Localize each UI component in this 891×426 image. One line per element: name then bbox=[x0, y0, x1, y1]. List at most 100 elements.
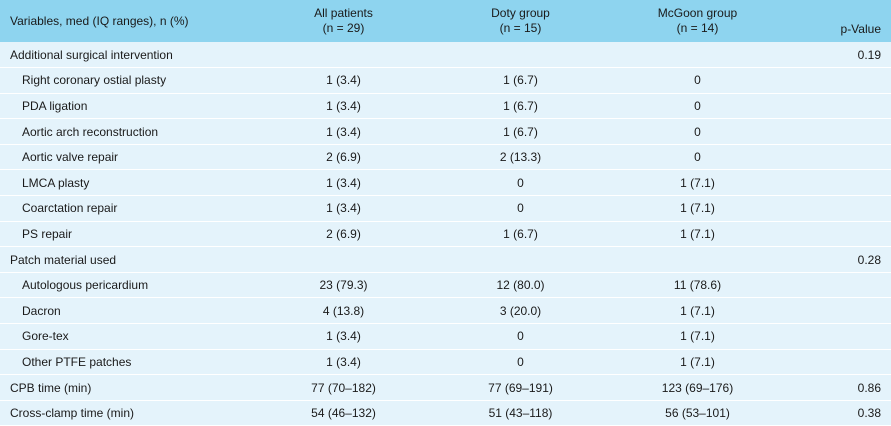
table-row: CPB time (min) 77 (70–182) 77 (69–191) 123 … bbox=[0, 375, 891, 401]
cell-pvalue bbox=[786, 324, 891, 350]
row-label: Right coronary ostial plasty bbox=[22, 73, 167, 88]
cell-pvalue bbox=[786, 196, 891, 222]
cell-pvalue bbox=[786, 144, 891, 170]
table-row: LMCA plasty 1 (3.4) 0 1 (7.1) bbox=[0, 170, 891, 196]
table-row: Aortic valve repair 2 (6.9) 2 (13.3) 0 bbox=[0, 144, 891, 170]
table-row: Cross-clamp time (min) 54 (46–132) 51 (43–… bbox=[0, 400, 891, 426]
cell-mcgoon: 0 bbox=[694, 150, 701, 165]
cell-doty: 1 (6.7) bbox=[503, 124, 538, 139]
cell-pvalue: 0.19 bbox=[857, 47, 881, 62]
cell-mcgoon: 1 (7.1) bbox=[680, 226, 715, 241]
cell-pvalue: 0.28 bbox=[857, 252, 881, 267]
cell-doty: 51 (43–118) bbox=[488, 406, 553, 421]
cell-doty: 2 (13.3) bbox=[499, 150, 542, 165]
cell-all-patients: 1 (3.4) bbox=[326, 98, 361, 113]
cell-all-patients: 1 (3.4) bbox=[326, 354, 361, 369]
table-row: Gore-tex 1 (3.4) 0 1 (7.1) bbox=[0, 324, 891, 350]
cell-doty: 1 (6.7) bbox=[503, 73, 538, 88]
header-mcgoon-n: (n = 14) bbox=[676, 21, 719, 35]
table-row: Coarctation repair 1 (3.4) 0 1 (7.1) bbox=[0, 196, 891, 222]
table-row: PS repair 2 (6.9) 1 (6.7) 1 (7.1) bbox=[0, 221, 891, 247]
cell-doty: 3 (20.0) bbox=[499, 303, 542, 318]
cell-mcgoon: 1 (7.1) bbox=[680, 329, 715, 344]
cell-pvalue bbox=[786, 119, 891, 145]
cell-doty: 77 (69–191) bbox=[488, 380, 553, 395]
cell-mcgoon bbox=[609, 42, 786, 68]
row-label: LMCA plasty bbox=[22, 175, 90, 190]
header-mcgoon: McGoon group (n = 14) bbox=[609, 0, 786, 42]
row-label: PS repair bbox=[22, 226, 73, 241]
cell-pvalue: 0.86 bbox=[857, 380, 881, 395]
cell-doty bbox=[432, 42, 609, 68]
header-variables: Variables, med (IQ ranges), n (%) bbox=[10, 13, 189, 28]
header-doty-n: (n = 15) bbox=[499, 21, 542, 35]
table-header: Variables, med (IQ ranges), n (%) All pa… bbox=[0, 0, 891, 42]
table-row: PDA ligation 1 (3.4) 1 (6.7) 0 bbox=[0, 93, 891, 119]
cell-doty: 0 bbox=[517, 354, 524, 369]
cell-doty: 0 bbox=[517, 201, 524, 216]
row-label: Additional surgical intervention bbox=[10, 47, 173, 62]
cell-all-patients: 1 (3.4) bbox=[326, 124, 361, 139]
cell-pvalue bbox=[786, 68, 891, 94]
cell-mcgoon: 56 (53–101) bbox=[665, 406, 730, 421]
row-label: Autologous pericardium bbox=[22, 278, 149, 293]
row-label: CPB time (min) bbox=[10, 380, 92, 395]
cell-all-patients bbox=[255, 42, 432, 68]
row-label: Patch material used bbox=[10, 252, 117, 267]
cell-all-patients: 2 (6.9) bbox=[326, 150, 361, 165]
header-doty-label: Doty group bbox=[491, 6, 550, 20]
row-label: Aortic arch reconstruction bbox=[22, 124, 159, 139]
cell-all-patients: 1 (3.4) bbox=[326, 73, 361, 88]
header-doty: Doty group (n = 15) bbox=[432, 0, 609, 42]
cell-pvalue: 0.38 bbox=[857, 406, 881, 421]
cell-pvalue bbox=[786, 298, 891, 324]
row-label: Other PTFE patches bbox=[22, 354, 132, 369]
header-row: Variables, med (IQ ranges), n (%) All pa… bbox=[0, 0, 891, 42]
table-row: Dacron 4 (13.8) 3 (20.0) 1 (7.1) bbox=[0, 298, 891, 324]
cell-mcgoon: 123 (69–176) bbox=[661, 380, 734, 395]
header-pvalue: p-Value bbox=[840, 22, 881, 36]
row-label: Dacron bbox=[22, 303, 61, 318]
cell-all-patients: 2 (6.9) bbox=[326, 226, 361, 241]
cell-all-patients: 54 (46–132) bbox=[311, 406, 376, 421]
cell-pvalue bbox=[786, 272, 891, 298]
table-row: Autologous pericardium 23 (79.3) 12 (80.0)… bbox=[0, 272, 891, 298]
table-row: Right coronary ostial plasty 1 (3.4) 1 (6.… bbox=[0, 68, 891, 94]
cell-mcgoon bbox=[609, 247, 786, 273]
row-label: Gore-tex bbox=[22, 329, 69, 344]
row-label: PDA ligation bbox=[22, 98, 88, 113]
cell-pvalue bbox=[786, 221, 891, 247]
cell-pvalue bbox=[786, 349, 891, 375]
cell-doty: 0 bbox=[517, 329, 524, 344]
table-row: Additional surgical intervention 0.19 bbox=[0, 42, 891, 68]
cell-doty: 0 bbox=[517, 175, 524, 190]
header-all-patients-label: All patients bbox=[314, 6, 373, 20]
header-mcgoon-label: McGoon group bbox=[657, 6, 738, 20]
cell-all-patients: 4 (13.8) bbox=[322, 303, 365, 318]
cell-mcgoon: 1 (7.1) bbox=[680, 201, 715, 216]
cell-mcgoon: 0 bbox=[694, 98, 701, 113]
cell-pvalue bbox=[786, 93, 891, 119]
table-row: Other PTFE patches 1 (3.4) 0 1 (7.1) bbox=[0, 349, 891, 375]
cell-doty: 1 (6.7) bbox=[503, 226, 538, 241]
cell-mcgoon: 11 (78.6) bbox=[673, 278, 722, 293]
cell-mcgoon: 0 bbox=[694, 124, 701, 139]
row-label: Cross-clamp time (min) bbox=[10, 406, 135, 421]
cell-all-patients: 23 (79.3) bbox=[319, 278, 368, 293]
cell-pvalue bbox=[786, 170, 891, 196]
header-all-patients: All patients (n = 29) bbox=[255, 0, 432, 42]
cell-mcgoon: 1 (7.1) bbox=[680, 354, 715, 369]
row-label: Coarctation repair bbox=[22, 201, 118, 216]
cell-mcgoon: 1 (7.1) bbox=[680, 175, 715, 190]
cell-all-patients: 1 (3.4) bbox=[326, 201, 361, 216]
cell-doty bbox=[432, 247, 609, 273]
cell-all-patients: 77 (70–182) bbox=[311, 380, 376, 395]
table-body: Additional surgical intervention 0.19 Righ… bbox=[0, 42, 891, 426]
cell-doty: 1 (6.7) bbox=[503, 98, 538, 113]
cell-all-patients: 1 (3.4) bbox=[326, 175, 361, 190]
cell-doty: 12 (80.0) bbox=[496, 278, 545, 293]
row-label: Aortic valve repair bbox=[22, 150, 119, 165]
cell-all-patients bbox=[255, 247, 432, 273]
cell-all-patients: 1 (3.4) bbox=[326, 329, 361, 344]
